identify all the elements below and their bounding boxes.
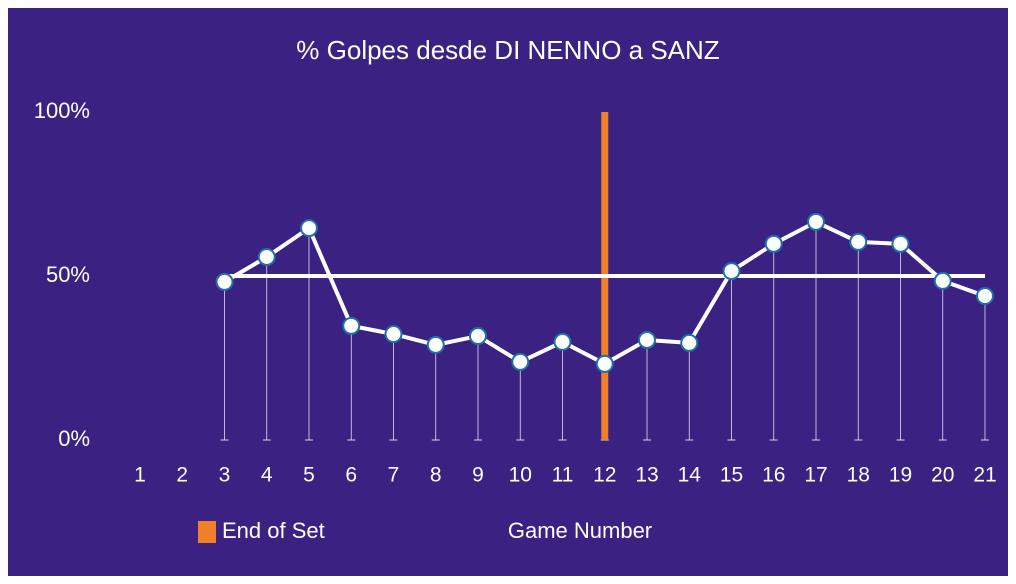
x-tick-label: 13 <box>635 464 658 487</box>
point <box>638 330 656 349</box>
x-tick-label: 9 <box>472 464 484 487</box>
x-tick-label: 12 <box>593 464 616 487</box>
x-axis-label: Game Number <box>508 518 652 543</box>
point <box>215 272 234 291</box>
x-tick-label: 1 <box>134 464 146 487</box>
point <box>469 327 487 346</box>
point <box>595 354 614 373</box>
x-tick-label: 11 <box>552 464 574 487</box>
x-tick-label: 5 <box>303 464 315 487</box>
point <box>680 333 699 352</box>
point <box>976 287 994 306</box>
x-tick-label: 17 <box>804 464 827 487</box>
point <box>426 335 445 354</box>
point <box>722 262 741 281</box>
point <box>849 232 868 251</box>
x-tick-label: 21 <box>973 464 996 487</box>
x-tick-label: 6 <box>345 464 357 487</box>
point <box>553 332 572 351</box>
x-tick-label: 20 <box>931 464 954 487</box>
point <box>891 234 910 253</box>
x-tick-label: 3 <box>219 464 231 487</box>
background <box>8 8 1008 576</box>
point <box>511 352 530 371</box>
point <box>257 247 276 266</box>
legend-swatch <box>198 521 216 543</box>
point <box>933 271 952 290</box>
legend-label: End of Set <box>222 518 325 543</box>
point <box>764 234 783 253</box>
x-tick-label: 4 <box>261 464 273 487</box>
point <box>384 325 403 344</box>
x-tick-label: 10 <box>509 464 532 487</box>
y-tick-label: 0% <box>58 426 90 451</box>
x-tick-label: 15 <box>720 464 743 487</box>
y-tick-label: 50% <box>46 262 90 287</box>
x-tick-label: 16 <box>762 464 785 487</box>
point <box>342 316 361 335</box>
y-tick-label: 100% <box>34 98 90 123</box>
x-tick-label: 7 <box>388 464 400 487</box>
x-tick-label: 14 <box>678 464 702 487</box>
x-tick-label: 2 <box>176 464 188 487</box>
x-tick-label: 19 <box>889 464 912 487</box>
x-tick-label: 18 <box>847 464 870 487</box>
x-tick-label: 8 <box>430 464 442 487</box>
point <box>807 212 825 231</box>
chart-title: % Golpes desde DI NENNO a SANZ <box>296 35 719 65</box>
point <box>300 219 318 238</box>
